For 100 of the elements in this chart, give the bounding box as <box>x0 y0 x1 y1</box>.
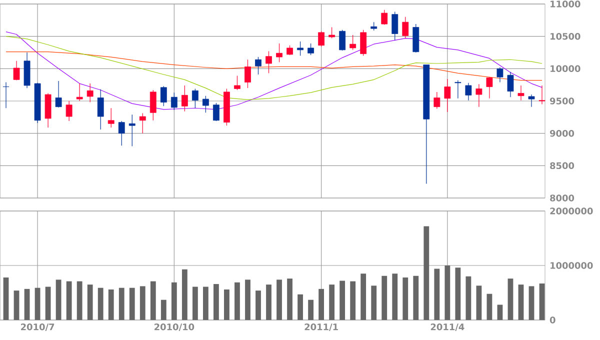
candlestick <box>486 76 493 99</box>
candlestick <box>465 82 472 101</box>
candlestick <box>402 16 409 39</box>
bar <box>234 282 240 320</box>
bar <box>287 278 292 320</box>
candlestick <box>444 78 451 112</box>
candlestick <box>128 114 136 147</box>
candlestick <box>507 72 514 98</box>
bar <box>298 294 303 320</box>
bar <box>87 284 93 320</box>
candlestick <box>213 102 220 122</box>
bar <box>528 286 534 320</box>
candlestick <box>518 85 524 101</box>
bar <box>56 280 62 320</box>
candlestick <box>118 120 125 146</box>
bar <box>486 294 492 320</box>
bar <box>444 266 450 320</box>
candlestick <box>454 80 462 99</box>
bar <box>329 284 335 320</box>
x-tick-label: 2011/1 <box>304 324 338 332</box>
bar <box>3 277 9 320</box>
bar <box>318 288 324 320</box>
bar <box>14 290 20 320</box>
bar <box>497 304 503 320</box>
bar <box>508 278 514 320</box>
bar <box>150 281 156 320</box>
bar <box>202 286 208 320</box>
y-tick-label: 11000 <box>550 0 580 8</box>
bar <box>476 286 482 320</box>
line-series <box>6 32 542 110</box>
candlestick <box>255 56 262 75</box>
candlestick <box>538 85 546 105</box>
y-tick-label: 8500 <box>550 162 574 170</box>
bar <box>76 281 82 320</box>
bar <box>171 282 177 320</box>
bar <box>455 268 461 320</box>
bar <box>214 284 219 320</box>
bar <box>392 274 398 320</box>
candlestick <box>13 60 20 81</box>
bar <box>518 284 524 320</box>
y-tick-label: 9000 <box>550 130 574 137</box>
line-series <box>6 52 542 81</box>
candlestick <box>160 86 167 106</box>
candlestick <box>192 88 198 108</box>
candlestick <box>2 82 10 108</box>
bar <box>402 277 408 320</box>
y-tick-label: 8000 <box>550 194 574 202</box>
candlestick <box>150 90 156 121</box>
bar <box>266 284 272 320</box>
bar <box>129 288 135 320</box>
candlestick <box>139 112 146 134</box>
bar <box>308 300 314 320</box>
x-tick-label: 2011/4 <box>430 324 464 332</box>
candlestick <box>350 34 356 50</box>
bar <box>539 283 545 320</box>
candlestick <box>181 85 188 112</box>
bar <box>360 274 366 320</box>
bar <box>276 280 282 320</box>
x-tick-label: 2010/7 <box>21 324 54 332</box>
bar <box>413 276 419 320</box>
bar <box>24 288 30 320</box>
candlestick <box>202 96 209 113</box>
x-tick-label: 2010/10 <box>154 324 194 332</box>
bar <box>371 286 377 320</box>
candlestick <box>76 83 83 102</box>
bar <box>160 300 166 320</box>
bar <box>466 276 472 320</box>
candlestick <box>97 89 104 130</box>
candlestick <box>55 80 62 108</box>
candlestick <box>392 11 398 41</box>
bar <box>434 268 440 320</box>
bar <box>245 280 250 320</box>
candlestick <box>496 67 504 83</box>
candlestick <box>308 43 314 56</box>
bar <box>98 288 104 320</box>
candlestick <box>86 83 94 103</box>
candlestick <box>244 59 251 88</box>
candlestick <box>339 30 346 51</box>
candlestick <box>328 26 336 39</box>
candlestick <box>434 92 440 110</box>
candlestick <box>66 100 72 122</box>
y-tick-label: 9500 <box>550 98 574 104</box>
bar <box>192 286 198 320</box>
candlestick <box>170 92 178 110</box>
line-series <box>6 36 542 100</box>
candlestick <box>528 94 535 108</box>
candlestick <box>297 41 304 56</box>
candlestick <box>318 30 325 47</box>
bar <box>350 281 356 320</box>
bar <box>118 288 124 320</box>
bar <box>108 289 114 320</box>
bar <box>66 281 72 320</box>
bar <box>340 280 346 320</box>
bar <box>182 269 188 320</box>
y-tick-label: 1000000 <box>550 262 593 269</box>
bar <box>224 289 230 320</box>
candlestick <box>276 43 282 62</box>
bar <box>140 286 146 320</box>
y-tick-label: 0 <box>550 316 556 324</box>
candlestick <box>44 92 52 128</box>
